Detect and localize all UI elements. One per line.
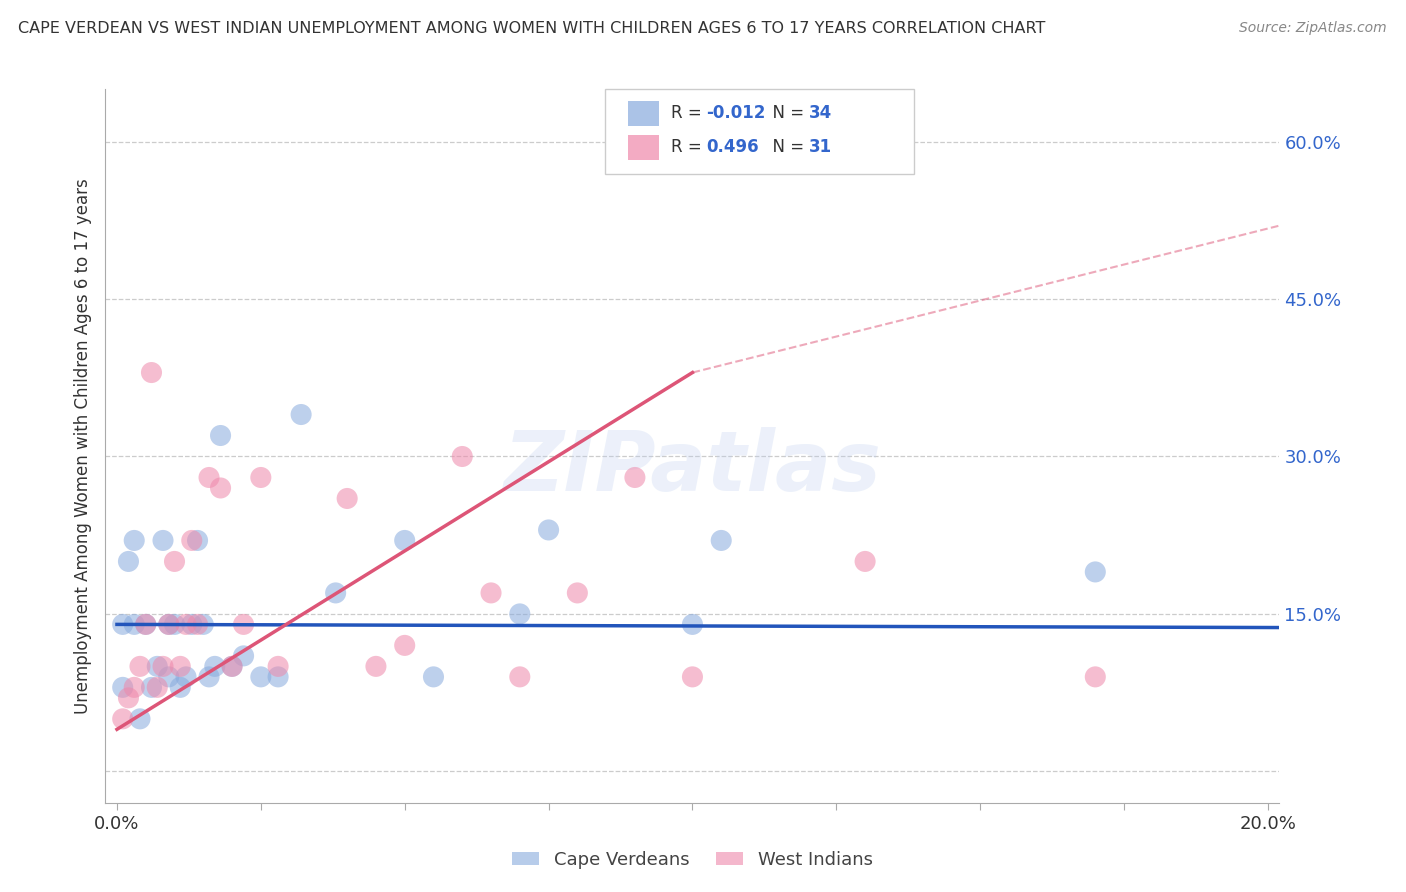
Point: [135, 617, 157, 632]
Text: 31: 31: [808, 138, 831, 156]
Point: [163, 617, 186, 632]
Point: [479, 586, 502, 600]
Legend: Cape Verdeans, West Indians: Cape Verdeans, West Indians: [505, 844, 880, 876]
Point: [682, 617, 704, 632]
Point: [451, 450, 474, 464]
Point: [509, 670, 531, 684]
Y-axis label: Unemployment Among Women with Children Ages 6 to 17 years: Unemployment Among Women with Children A…: [73, 178, 91, 714]
Text: N =: N =: [762, 104, 810, 122]
Point: [682, 670, 704, 684]
Text: 34: 34: [808, 104, 832, 122]
Point: [141, 366, 163, 380]
Point: [394, 533, 416, 548]
Point: [567, 586, 589, 600]
Point: [157, 617, 180, 632]
Point: [152, 659, 174, 673]
Point: [232, 617, 254, 632]
Point: [180, 617, 202, 632]
Point: [174, 670, 197, 684]
Point: [111, 681, 134, 695]
Point: [141, 681, 163, 695]
Text: N =: N =: [762, 138, 810, 156]
Point: [117, 554, 139, 568]
Point: [209, 428, 232, 442]
Point: [250, 670, 273, 684]
Point: [111, 617, 134, 632]
Text: Source: ZipAtlas.com: Source: ZipAtlas.com: [1239, 21, 1386, 36]
Point: [336, 491, 359, 506]
Point: [1084, 565, 1107, 579]
Point: [129, 659, 152, 673]
Point: [267, 659, 290, 673]
Point: [117, 690, 139, 705]
Point: [250, 470, 273, 484]
Point: [198, 670, 221, 684]
Point: [135, 617, 157, 632]
Point: [186, 617, 208, 632]
Point: [157, 670, 180, 684]
Point: [152, 533, 174, 548]
Point: [157, 617, 180, 632]
Point: [111, 712, 134, 726]
Point: [290, 408, 312, 422]
Point: [204, 659, 226, 673]
Point: [193, 617, 215, 632]
Point: [129, 712, 152, 726]
Point: [186, 533, 208, 548]
Point: [163, 554, 186, 568]
Point: [537, 523, 560, 537]
Point: [221, 659, 243, 673]
Point: [325, 586, 347, 600]
Point: [364, 659, 387, 673]
Point: [122, 533, 145, 548]
Text: CAPE VERDEAN VS WEST INDIAN UNEMPLOYMENT AMONG WOMEN WITH CHILDREN AGES 6 TO 17 : CAPE VERDEAN VS WEST INDIAN UNEMPLOYMENT…: [18, 21, 1046, 37]
Point: [422, 670, 444, 684]
Text: ZIPatlas: ZIPatlas: [503, 427, 882, 508]
Point: [122, 681, 145, 695]
Text: R =: R =: [671, 104, 707, 122]
Point: [624, 470, 647, 484]
Point: [232, 648, 254, 663]
Point: [221, 659, 243, 673]
Point: [174, 617, 197, 632]
Point: [146, 659, 169, 673]
Text: 0.496: 0.496: [706, 138, 758, 156]
Point: [1084, 670, 1107, 684]
Point: [169, 681, 191, 695]
Point: [209, 481, 232, 495]
Point: [169, 659, 191, 673]
Point: [146, 681, 169, 695]
Point: [509, 607, 531, 621]
Text: R =: R =: [671, 138, 707, 156]
Text: -0.012: -0.012: [706, 104, 765, 122]
Point: [267, 670, 290, 684]
Point: [394, 639, 416, 653]
Point: [122, 617, 145, 632]
Point: [853, 554, 876, 568]
Point: [710, 533, 733, 548]
Point: [180, 533, 202, 548]
Point: [198, 470, 221, 484]
